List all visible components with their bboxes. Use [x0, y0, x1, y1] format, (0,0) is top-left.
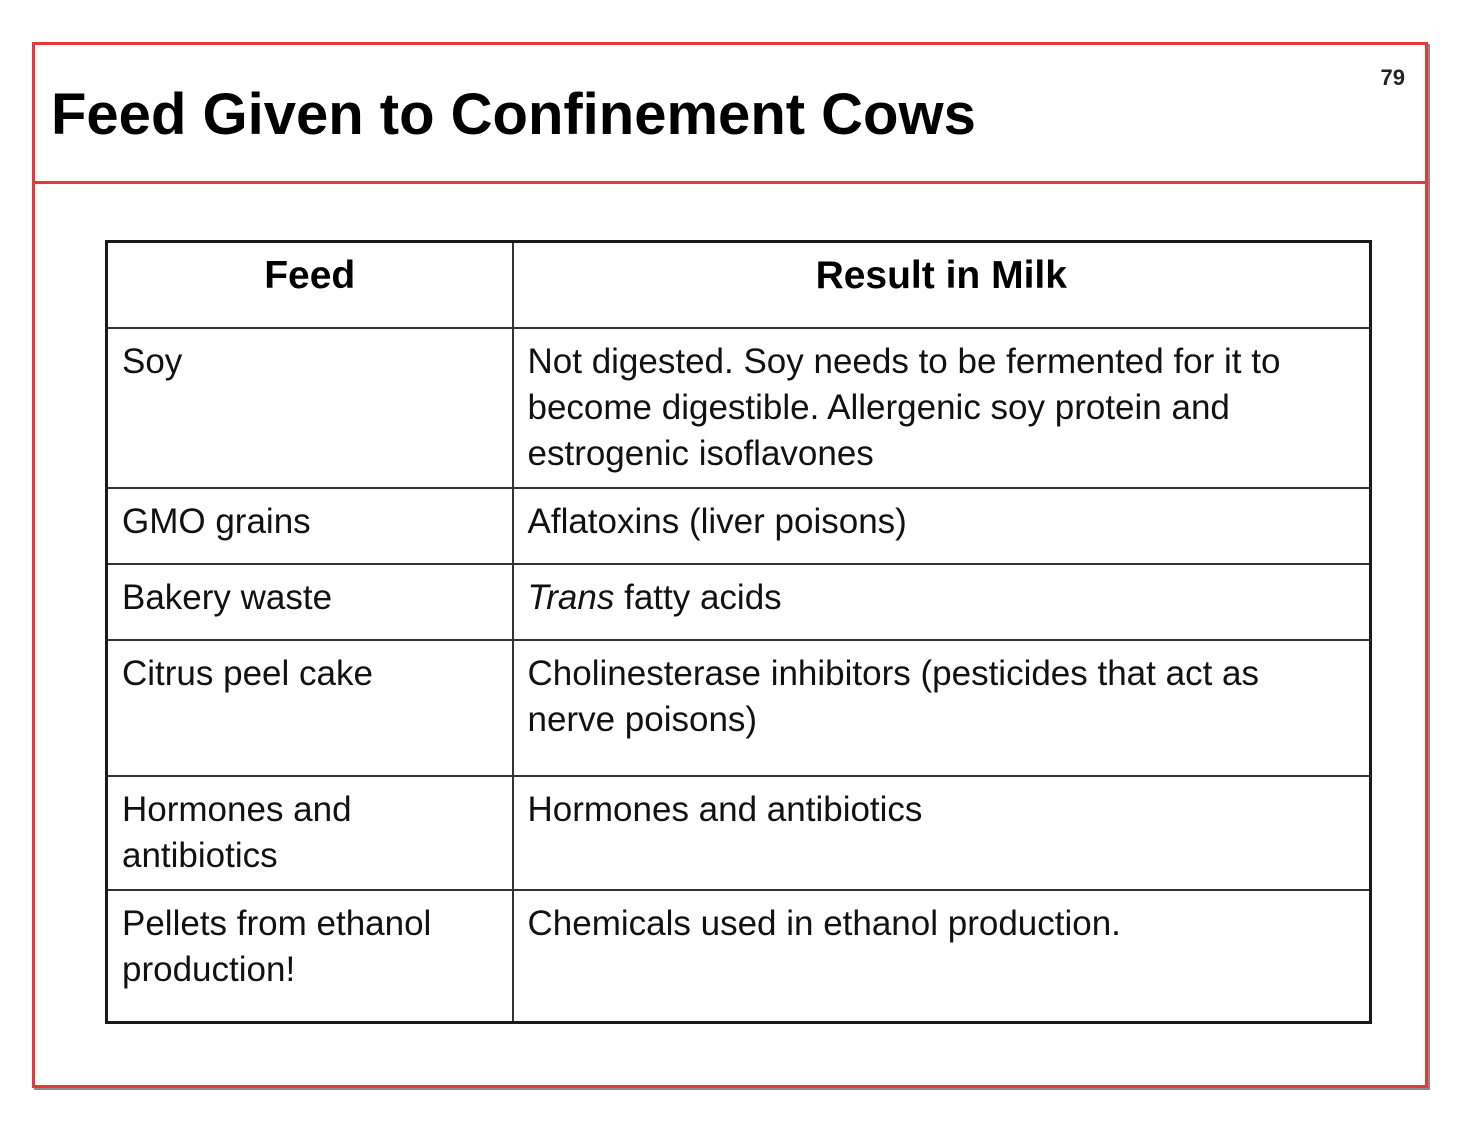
table-row: Bakery waste Trans fatty acids: [105, 563, 1372, 641]
feed-cell: Citrus peel cake: [105, 639, 514, 777]
table-header-row: Feed Result in Milk: [105, 240, 1372, 329]
slide-frame: Feed Given to Confinement Cows 79 Feed R…: [32, 42, 1428, 1088]
table-row: GMO grains Aflatoxins (liver poisons): [105, 487, 1372, 565]
header-result-in-milk: Result in Milk: [511, 240, 1372, 329]
feed-cell: Soy: [105, 327, 514, 489]
feed-cell: Bakery waste: [105, 563, 514, 641]
feed-cell: Pellets from ethanol production!: [105, 889, 514, 1024]
result-cell: Not digested. Soy needs to be fermented …: [511, 327, 1372, 489]
slide-title: Feed Given to Confinement Cows: [51, 82, 976, 147]
result-cell: Chemicals used in ethanol production.: [511, 889, 1372, 1024]
table-row: Pellets from ethanol production! Chemica…: [105, 889, 1372, 1024]
feed-table: Feed Result in Milk Soy Not digested. So…: [105, 240, 1372, 1024]
result-text: fatty acids: [614, 578, 782, 617]
result-cell: Trans fatty acids: [511, 563, 1372, 641]
feed-cell: Hormones and antibiotics: [105, 775, 514, 891]
feed-cell: GMO grains: [105, 487, 514, 565]
result-cell: Hormones and antibiotics: [511, 775, 1372, 891]
result-italic-text: Trans: [527, 578, 615, 617]
title-bar: Feed Given to Confinement Cows 79: [35, 45, 1425, 184]
result-cell: Aflatoxins (liver poisons): [511, 487, 1372, 565]
table-row: Hormones and antibiotics Hormones and an…: [105, 775, 1372, 891]
header-feed: Feed: [105, 240, 514, 329]
table-row: Soy Not digested. Soy needs to be fermen…: [105, 327, 1372, 489]
slide-page-number: 79: [1380, 65, 1405, 90]
result-cell: Cholinesterase inhibitors (pesticides th…: [511, 639, 1372, 777]
table-row: Citrus peel cake Cholinesterase inhibito…: [105, 639, 1372, 777]
